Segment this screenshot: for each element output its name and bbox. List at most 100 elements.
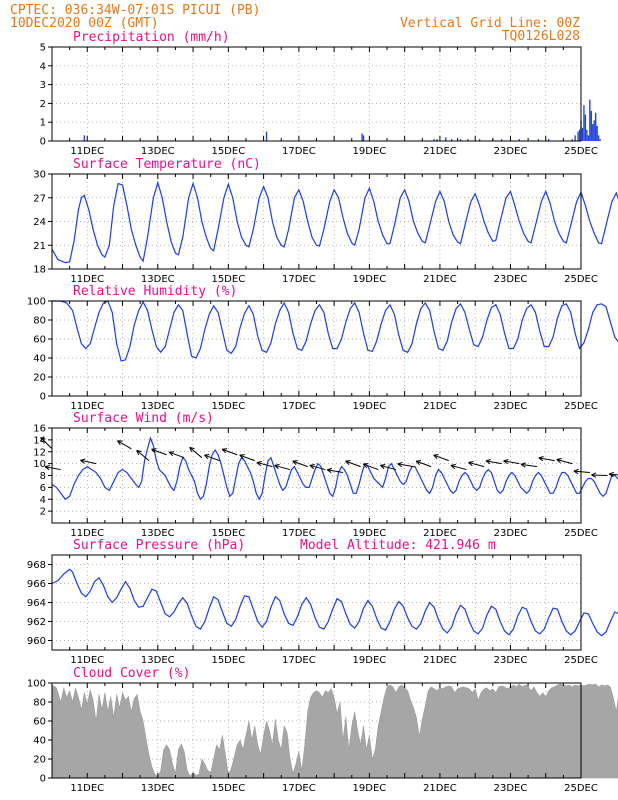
- y-tick-label: 21: [33, 241, 46, 252]
- y-tick-label: 5: [40, 43, 46, 54]
- panel-title: Cloud Cover (%): [73, 666, 190, 681]
- y-tick-label: 80: [33, 316, 46, 327]
- x-tick-label: 19DEC: [353, 655, 387, 666]
- y-tick-label: 4: [40, 495, 46, 506]
- y-tick-label: 20: [33, 373, 46, 384]
- precip-bar: [436, 139, 438, 141]
- y-tick-label: 14: [33, 435, 46, 446]
- x-tick-label: 19DEC: [353, 274, 387, 285]
- rh-series-line: [52, 300, 618, 362]
- precip-bar: [83, 135, 85, 141]
- x-tick-label: 23DEC: [494, 655, 528, 666]
- x-tick-label: 17DEC: [282, 528, 316, 539]
- panel-title: Precipitation (mm/h): [73, 30, 230, 45]
- precip-bar: [445, 137, 447, 141]
- precip-bar: [581, 127, 584, 141]
- x-tick-label: 15DEC: [211, 655, 245, 666]
- wind-vector: [239, 454, 255, 462]
- y-tick-label: 2: [40, 507, 46, 518]
- precip-bar: [586, 129, 588, 141]
- wind-vector: [573, 470, 590, 474]
- wind-arrowhead: [326, 467, 333, 474]
- x-tick-label: 19DEC: [353, 783, 387, 794]
- y-tick-label: 966: [27, 579, 46, 590]
- precip-bar: [459, 139, 462, 141]
- y-tick-label: 3: [40, 80, 46, 91]
- y-tick-label: 80: [33, 698, 46, 709]
- pressure-panel: Surface Pressure (hPa) Model Altitude: 42…: [27, 538, 618, 666]
- wind-vector: [136, 449, 150, 462]
- temp-series-line: [51, 180, 618, 264]
- panel-title: Surface Pressure (hPa): [73, 538, 245, 553]
- y-tick-label: 968: [27, 560, 46, 571]
- precip-bar: [467, 139, 469, 141]
- x-tick-label: 11DEC: [70, 783, 104, 794]
- precip-bar: [577, 131, 579, 141]
- wind-vector: [415, 460, 432, 468]
- wind-arrowhead: [117, 440, 123, 446]
- x-tick-label: 17DEC: [282, 146, 316, 157]
- wind-arrowhead: [538, 456, 544, 462]
- precip-bar: [578, 129, 581, 141]
- x-tick-label: 21DEC: [423, 274, 457, 285]
- precip-bar: [595, 112, 597, 141]
- x-tick-label: 19DEC: [353, 146, 387, 157]
- x-tick-label: 15DEC: [211, 146, 245, 157]
- precip-bar: [592, 124, 594, 141]
- y-tick-label: 964: [27, 598, 46, 609]
- y-tick-label: 40: [33, 354, 46, 365]
- x-tick-label: 11DEC: [70, 655, 104, 666]
- panel-frame: [51, 46, 582, 142]
- cloud-cover-area: [51, 683, 618, 779]
- wind-arrowhead: [468, 461, 474, 467]
- wind-arrowhead: [292, 460, 298, 466]
- y-tick-label: 60: [33, 335, 46, 346]
- x-tick-label: 13DEC: [141, 146, 175, 157]
- header-date: 10DEC2020 00Z (GMT): [10, 16, 159, 31]
- wind-vector: [609, 473, 618, 476]
- wind-arrowhead: [415, 460, 422, 466]
- wind-vector: [221, 448, 238, 456]
- x-tick-label: 23DEC: [494, 528, 528, 539]
- y-tick-label: 8: [40, 471, 46, 482]
- y-tick-label: 4: [40, 61, 46, 72]
- x-tick-label: 13DEC: [141, 401, 175, 412]
- precip-bar: [265, 131, 268, 141]
- cloud-cover-panel: Cloud Cover (%) 0 20 40 60 80 100 11DEC 13DEC 15D…: [27, 666, 618, 794]
- wind-arrowhead: [556, 458, 562, 464]
- wind-arrowhead: [309, 463, 315, 470]
- wind-vector: [327, 469, 344, 474]
- wind-vector: [468, 461, 485, 468]
- wind-arrowhead: [397, 461, 403, 468]
- x-tick-label: 25DEC: [564, 783, 598, 794]
- x-tick-label: 25DEC: [564, 528, 598, 539]
- precipitation-panel: Precipitation (mm/h) 0 1 2 3 4 5 11DEC 13DEC 15DE…: [40, 30, 601, 157]
- x-tick-label: 15DEC: [211, 528, 245, 539]
- x-tick-label: 23DEC: [494, 146, 528, 157]
- x-tick-label: 23DEC: [494, 783, 528, 794]
- x-tick-label: 21DEC: [423, 783, 457, 794]
- precip-bar: [518, 139, 520, 141]
- x-tick-label: 13DEC: [141, 783, 175, 794]
- wind-vector: [292, 460, 308, 468]
- precip-bar: [596, 125, 598, 141]
- x-tick-label: 21DEC: [423, 146, 457, 157]
- wind-vector: [397, 463, 414, 468]
- wind-arrowhead: [151, 448, 157, 454]
- wind-vector: [556, 459, 573, 465]
- y-tick-label: 27: [33, 193, 46, 204]
- wind-vector: [44, 466, 61, 471]
- wind-vector: [433, 454, 449, 462]
- y-tick-label: 60: [33, 717, 46, 728]
- x-tick-label: 23DEC: [494, 401, 528, 412]
- wind-vector: [309, 464, 326, 471]
- y-tick-label: 100: [27, 297, 46, 308]
- x-tick-label: 15DEC: [211, 783, 245, 794]
- x-tick-label: 11DEC: [70, 401, 104, 412]
- precip-bar: [571, 139, 573, 141]
- precip-bar: [593, 120, 595, 141]
- wind-arrowhead: [40, 436, 46, 443]
- x-tick-label: 25DEC: [564, 655, 598, 666]
